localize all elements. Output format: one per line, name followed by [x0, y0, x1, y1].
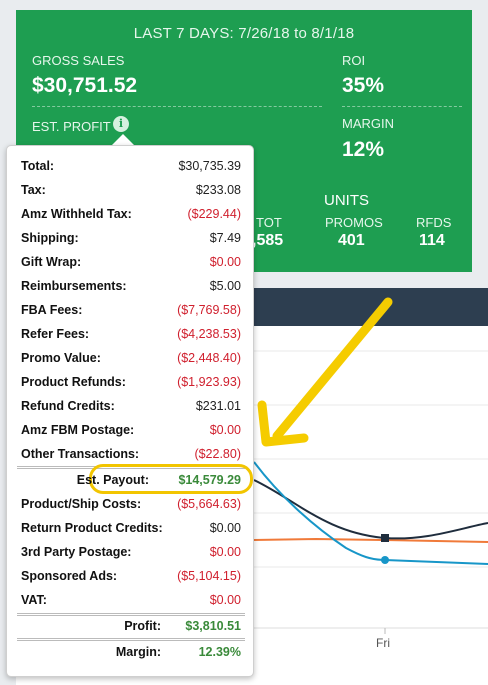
- row-value: ($22.80): [194, 447, 241, 461]
- breakdown-row: Reimbursements: $5.00: [21, 279, 241, 297]
- row-value: $7.49: [209, 231, 241, 245]
- row-value: $5.00: [209, 279, 241, 293]
- gross-sales-value: $30,751.52: [32, 74, 138, 97]
- units-tot-label: TOT: [256, 215, 282, 230]
- breakdown-row: Amz Withheld Tax: ($229.44): [21, 207, 241, 225]
- units-title: UNITS: [324, 192, 369, 209]
- payout-highlight: [89, 464, 253, 494]
- breakdown-row: 3rd Party Postage: $0.00: [21, 545, 241, 563]
- row-label: Refer Fees:: [21, 327, 90, 341]
- row-value: ($1,923.93): [177, 375, 241, 389]
- payout-label: Est. Payout:: [76, 473, 149, 487]
- breakdown-row: Amz FBM Postage: $0.00: [21, 423, 241, 441]
- breakdown-row: Total: $30,735.39: [21, 159, 241, 177]
- breakdown-row: Other Transactions: ($22.80): [21, 447, 241, 465]
- row-label: Return Product Credits:: [21, 521, 163, 535]
- row-value: $0.00: [209, 593, 241, 607]
- payout-value: $14,579.29: [178, 473, 241, 487]
- row-label: Amz FBM Postage:: [21, 423, 135, 437]
- profit-label: Profit:: [124, 619, 161, 633]
- row-value: $0.00: [209, 255, 241, 269]
- breakdown-row: FBA Fees: ($7,769.58): [21, 303, 241, 321]
- info-icon[interactable]: i: [113, 116, 129, 132]
- row-value: ($2,448.40): [177, 351, 241, 365]
- est-profit-label: EST. PROFIT: [32, 119, 111, 134]
- row-value: $30,735.39: [178, 159, 241, 173]
- breakdown-row: Product Refunds: ($1,923.93): [21, 375, 241, 393]
- profit-row: $3,810.51: [21, 619, 241, 637]
- profit-value: $3,810.51: [185, 619, 241, 633]
- orange-series-line: [253, 537, 488, 543]
- x-tick-label-fri: Fri: [376, 636, 390, 650]
- row-label: FBA Fees:: [21, 303, 83, 317]
- units-promos-label: PROMOS: [325, 215, 383, 230]
- breakdown-row: Refer Fees: ($4,238.53): [21, 327, 241, 345]
- units-tot-value: ,585: [252, 232, 284, 249]
- blue-series-point: [381, 556, 389, 564]
- row-value: ($5,104.15): [177, 569, 241, 583]
- units-rfds-value: 114: [419, 232, 445, 249]
- margin-row-value: 12.39%: [198, 645, 241, 659]
- units-promos-value: 401: [338, 232, 365, 249]
- row-label: Reimbursements:: [21, 279, 127, 293]
- breakdown-row: Sponsored Ads: ($5,104.15): [21, 569, 241, 587]
- breakdown-row: Product/Ship Costs: ($5,664.63): [21, 497, 241, 515]
- row-value: ($7,769.58): [177, 303, 241, 317]
- breakdown-row: Shipping: $7.49: [21, 231, 241, 249]
- row-label: Refund Credits:: [21, 399, 115, 413]
- breakdown-row: Promo Value: ($2,448.40): [21, 351, 241, 369]
- row-value: $231.01: [195, 399, 241, 413]
- margin-row-label: Margin:: [115, 645, 161, 659]
- breakdown-row: Tax: $233.08: [21, 183, 241, 201]
- gridlines: [254, 350, 488, 634]
- margin-separator: [17, 638, 245, 641]
- row-label: Product/Ship Costs:: [21, 497, 142, 511]
- blue-series-line: [253, 461, 488, 565]
- row-label: Other Transactions:: [21, 447, 140, 461]
- roi-value: 35%: [342, 74, 385, 97]
- margin-label: MARGIN: [342, 116, 394, 131]
- row-label: Shipping:: [21, 231, 79, 245]
- row-label: Product Refunds:: [21, 375, 126, 389]
- gross-sales-divider: [32, 106, 322, 107]
- row-value: $233.08: [195, 183, 241, 197]
- dark-series-line: [253, 479, 488, 540]
- margin-value: 12%: [342, 138, 385, 161]
- row-value: ($4,238.53): [177, 327, 241, 341]
- row-label: Amz Withheld Tax:: [21, 207, 132, 221]
- units-rfds-label: RFDS: [416, 215, 452, 230]
- row-label: 3rd Party Postage:: [21, 545, 132, 559]
- row-label: Total:: [21, 159, 55, 173]
- row-label: VAT:: [21, 593, 47, 607]
- profit-separator: [17, 613, 245, 616]
- payout-separator: [17, 466, 245, 469]
- row-label: Tax:: [21, 183, 46, 197]
- payout-row: $14,579.29: [21, 473, 241, 491]
- dark-series-point: [381, 534, 389, 542]
- margin-row: 12.39%: [21, 645, 241, 663]
- roi-label: ROI: [342, 53, 366, 68]
- gross-sales-label: GROSS SALES: [32, 53, 125, 68]
- breakdown-row: VAT: $0.00: [21, 593, 241, 611]
- row-value: ($5,664.63): [177, 497, 241, 511]
- row-label: Sponsored Ads:: [21, 569, 118, 583]
- roi-divider: [342, 106, 462, 107]
- row-value: $0.00: [209, 545, 241, 559]
- breakdown-row: Gift Wrap: $0.00: [21, 255, 241, 273]
- row-label: Promo Value:: [21, 351, 101, 365]
- popup-caret: [111, 134, 135, 146]
- row-label: Gift Wrap:: [21, 255, 82, 269]
- row-value: $0.00: [209, 423, 241, 437]
- row-value: $0.00: [209, 521, 241, 535]
- breakdown-row: Refund Credits: $231.01: [21, 399, 241, 417]
- breakdown-row: Return Product Credits: $0.00: [21, 521, 241, 539]
- row-value: ($229.44): [187, 207, 241, 221]
- period-title: LAST 7 DAYS: 7/26/18 to 8/1/18: [133, 25, 355, 42]
- profit-breakdown-popup: Total: $30,735.39 Tax: $233.08 Amz Withh…: [6, 145, 254, 677]
